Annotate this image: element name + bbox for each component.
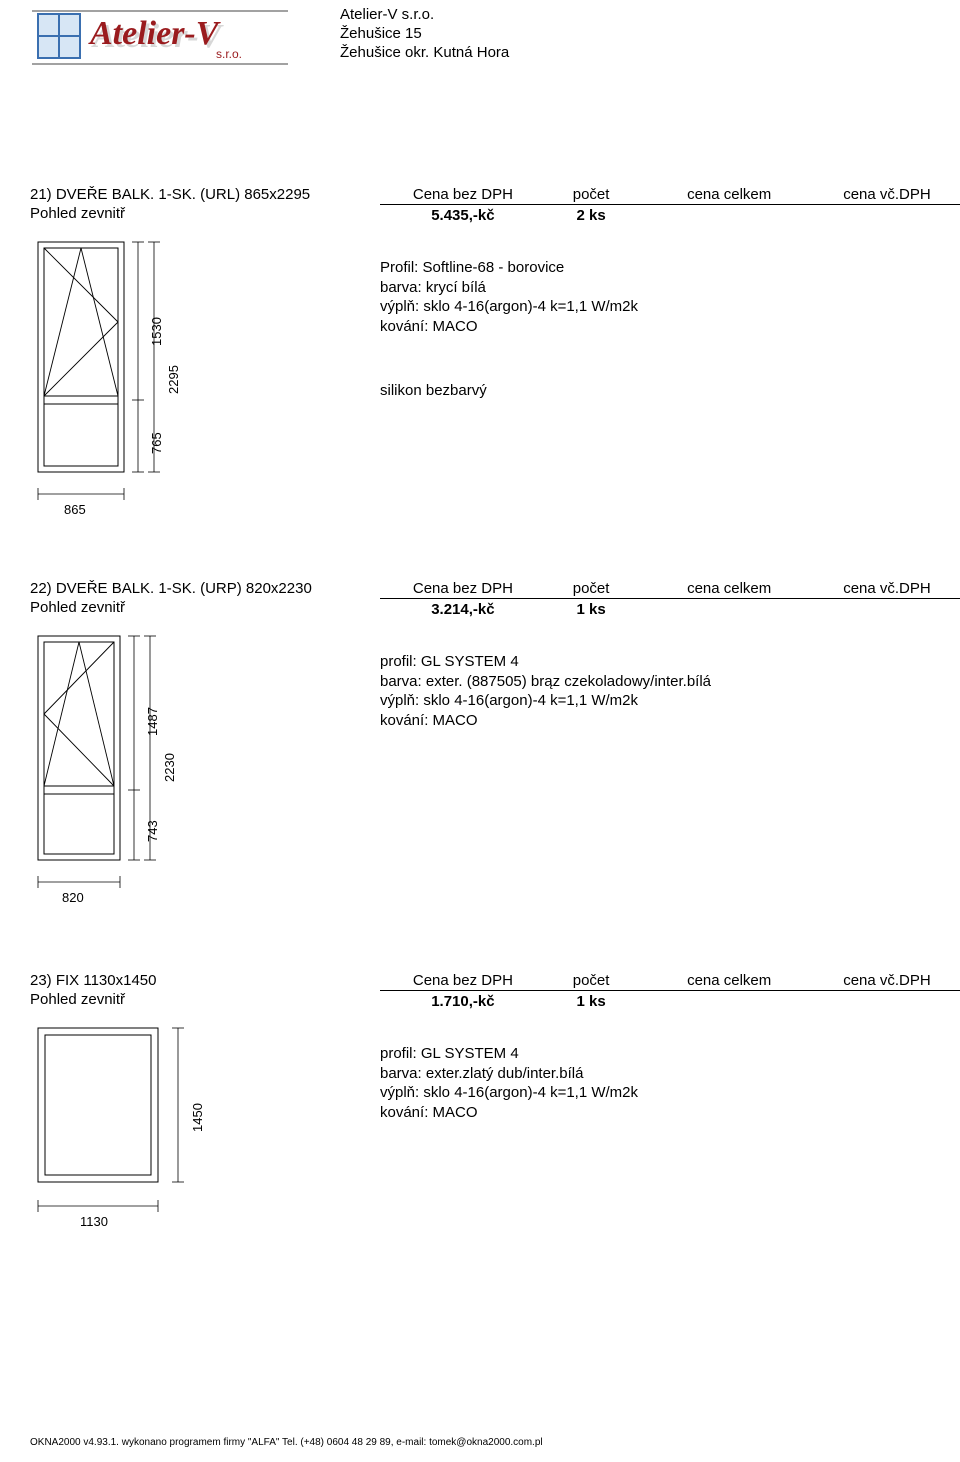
spec-line: barva: exter. (887505) brąz czekoladowy/…: [380, 672, 711, 692]
page-header: Atelier-V Atelier-V s.r.o. Atelier-V s.r…: [30, 6, 509, 70]
svg-text:Atelier-V: Atelier-V: [88, 15, 221, 52]
vdim-lower: 765: [149, 432, 164, 454]
item-specs: profil: GL SYSTEM 4 barva: exter. (88750…: [380, 652, 711, 730]
spec-line: výplň: sklo 4-16(argon)-4 k=1,1 W/m2k: [380, 297, 638, 317]
item-22: 22) DVEŘE BALK. 1-SK. (URP) 820x2230 Poh…: [30, 580, 930, 622]
header-price: Cena bez DPH: [384, 972, 542, 989]
header-price: Cena bez DPH: [384, 186, 542, 203]
item-price: 5.435,-kč: [384, 207, 542, 224]
spec-line: kování: MACO: [380, 711, 711, 731]
item-vat: [818, 601, 956, 618]
spec-line: kování: MACO: [380, 1103, 638, 1123]
spec-line: profil: GL SYSTEM 4: [380, 652, 711, 672]
header-price: Cena bez DPH: [384, 580, 542, 597]
item-total: [640, 993, 818, 1010]
vdim-outer: 1450: [190, 1103, 205, 1132]
item-extra-spec: silikon bezbarvý: [380, 382, 487, 399]
hdim: 820: [62, 890, 84, 905]
hdim: 1130: [80, 1214, 108, 1229]
price-table: Cena bez DPH počet cena celkem cena vč.D…: [380, 186, 960, 225]
item-total: [640, 207, 818, 224]
spec-line: kování: MACO: [380, 317, 638, 337]
header-vat: cena vč.DPH: [818, 972, 956, 989]
spec-line: Profil: Softline-68 - borovice: [380, 258, 638, 278]
svg-text:s.r.o.: s.r.o.: [216, 47, 242, 61]
company-addr1: Žehušice 15: [340, 25, 509, 44]
price-table: Cena bez DPH počet cena celkem cena vč.D…: [380, 972, 960, 1011]
item-vat: [818, 207, 956, 224]
item-vat: [818, 993, 956, 1010]
header-vat: cena vč.DPH: [818, 186, 956, 203]
spec-line: výplň: sklo 4-16(argon)-4 k=1,1 W/m2k: [380, 691, 711, 711]
header-total: cena celkem: [640, 186, 818, 203]
item-21: 21) DVEŘE BALK. 1-SK. (URL) 865x2295 Poh…: [30, 186, 930, 228]
item-count: 2 ks: [542, 207, 641, 224]
item-price: 1.710,-kč: [384, 993, 542, 1010]
hdim: 865: [64, 502, 86, 517]
item-drawing: 1450 1130: [30, 1022, 230, 1255]
vdim-upper: 1530: [149, 317, 164, 346]
spec-line: barva: exter.zlatý dub/inter.bílá: [380, 1064, 638, 1084]
header-vat: cena vč.DPH: [818, 580, 956, 597]
item-count: 1 ks: [542, 601, 641, 618]
item-specs: profil: GL SYSTEM 4 barva: exter.zlatý d…: [380, 1044, 638, 1122]
header-count: počet: [542, 186, 641, 203]
vdim-lower: 743: [145, 820, 160, 842]
vdim-outer: 2230: [162, 753, 177, 782]
vdim-outer: 2295: [166, 365, 181, 394]
header-total: cena celkem: [640, 580, 818, 597]
company-name: Atelier-V s.r.o.: [340, 6, 509, 25]
spec-line: barva: krycí bílá: [380, 278, 638, 298]
item-drawing: 2230 1487 743 820: [30, 630, 200, 923]
item-count: 1 ks: [542, 993, 641, 1010]
item-drawing: 2295 1530 765 865: [30, 236, 200, 529]
header-count: počet: [542, 972, 641, 989]
item-specs: Profil: Softline-68 - borovice barva: kr…: [380, 258, 638, 336]
header-count: počet: [542, 580, 641, 597]
item-total: [640, 601, 818, 618]
header-total: cena celkem: [640, 972, 818, 989]
company-logo: Atelier-V Atelier-V s.r.o.: [30, 6, 290, 70]
item-23: 23) FIX 1130x1450 Pohled zevnitř Cena be…: [30, 972, 930, 1014]
company-addr2: Žehušice okr. Kutná Hora: [340, 44, 509, 63]
spec-line: profil: GL SYSTEM 4: [380, 1044, 638, 1064]
price-table: Cena bez DPH počet cena celkem cena vč.D…: [380, 580, 960, 619]
item-price: 3.214,-kč: [384, 601, 542, 618]
vdim-upper: 1487: [145, 707, 160, 736]
page-footer: OKNA2000 v4.93.1. wykonano programem fir…: [30, 1437, 543, 1448]
spec-line: výplň: sklo 4-16(argon)-4 k=1,1 W/m2k: [380, 1083, 638, 1103]
company-address: Atelier-V s.r.o. Žehušice 15 Žehušice ok…: [340, 6, 509, 62]
